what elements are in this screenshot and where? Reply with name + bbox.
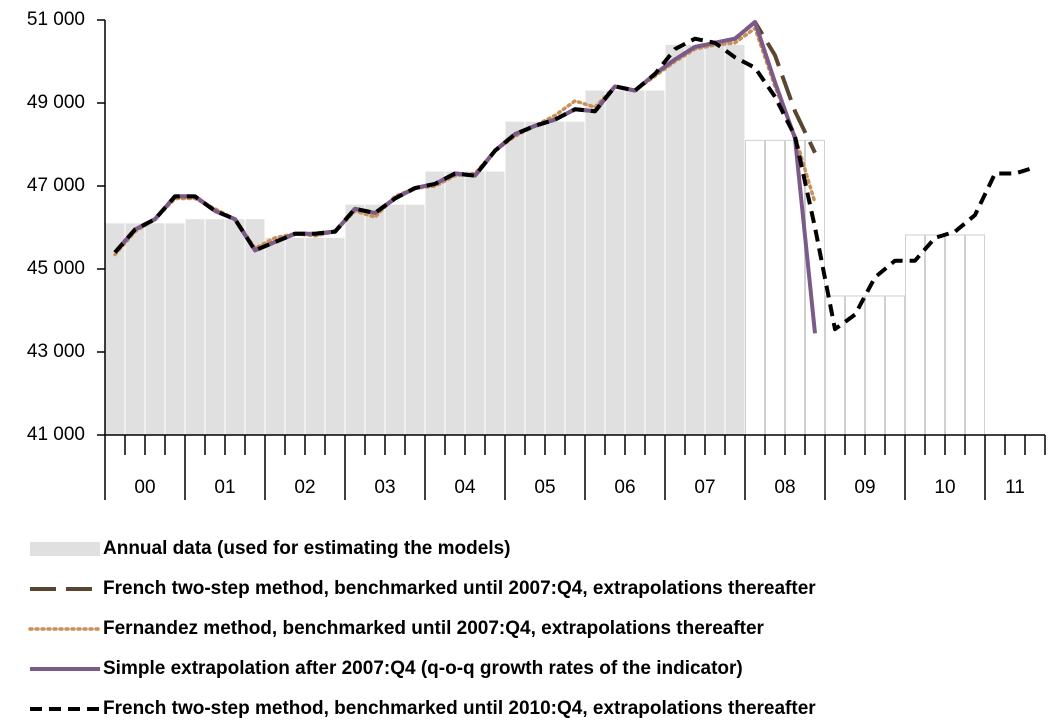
annual-bar (865, 295, 885, 436)
series-line (113, 36, 1036, 332)
annual-bar (125, 223, 145, 435)
annual-bar (825, 295, 845, 436)
annual-bar (285, 237, 305, 435)
annual-bar (885, 295, 905, 436)
annual-bar (225, 219, 245, 435)
x-tick-label: 02 (294, 477, 315, 498)
annual-bar (185, 219, 205, 435)
annual-bar (325, 237, 345, 435)
legend-label: Fernandez method, benchmarked until 2007… (103, 618, 765, 639)
annual-bar (745, 139, 765, 436)
annual-bar (105, 223, 125, 435)
x-tick-label: 03 (374, 477, 395, 498)
annual-bar (305, 237, 325, 435)
x-tick-label: 08 (774, 477, 795, 498)
x-tick-label: 01 (214, 477, 235, 498)
legend-label: French two-step method, benchmarked unti… (103, 578, 816, 599)
annual-bar (265, 237, 285, 435)
annual-bar (485, 171, 505, 435)
annual-bar (165, 223, 185, 435)
y-tick-label: 41 000 (27, 424, 85, 445)
annual-bar (245, 219, 265, 435)
annual-bar (605, 90, 625, 436)
x-tick-label: 00 (134, 477, 155, 498)
x-tick-label: 06 (614, 477, 635, 498)
x-tick-label: 05 (534, 477, 555, 498)
x-tick-label: 09 (854, 477, 875, 498)
annual-bar (725, 44, 745, 436)
annual-bar (665, 44, 685, 436)
annual-bar (945, 234, 965, 436)
annual-bar (365, 204, 385, 435)
annual-bar (925, 234, 945, 436)
annual-bar (965, 234, 985, 436)
y-tick-label: 51 000 (27, 9, 85, 30)
x-tick-label: 11 (1005, 477, 1025, 498)
y-tick-label: 49 000 (27, 92, 85, 113)
annual-bar (345, 204, 365, 435)
annual-bar (465, 171, 485, 435)
annual-bar (385, 204, 405, 435)
x-tick-label: 10 (934, 477, 955, 498)
annual-bar (685, 44, 705, 436)
annual-bar (405, 204, 425, 435)
annual-bar (425, 171, 445, 435)
annual-bar (525, 121, 545, 436)
y-tick-label: 47 000 (27, 175, 85, 196)
annual-bar (585, 90, 605, 436)
legend-label: French two-step method, benchmarked unti… (103, 698, 816, 719)
legend-swatch (30, 542, 100, 556)
annual-bar (205, 219, 225, 435)
annual-bar (765, 139, 785, 436)
y-tick-label: 45 000 (27, 258, 85, 279)
annual-bar (545, 121, 565, 436)
annual-bar (905, 234, 925, 436)
x-tick-label: 07 (694, 477, 715, 498)
annual-bar (445, 171, 465, 435)
annual-bar (145, 223, 165, 435)
annual-bar (645, 90, 665, 436)
annual-bar (705, 44, 725, 436)
annual-bar (505, 121, 525, 436)
annual-bar (565, 121, 585, 436)
legend-label: Annual data (used for estimating the mod… (103, 538, 511, 559)
y-tick-label: 43 000 (27, 341, 85, 362)
annual-bar (625, 90, 645, 436)
legend-label: Simple extrapolation after 2007:Q4 (q-o-… (103, 658, 743, 679)
x-tick-label: 04 (454, 477, 476, 498)
